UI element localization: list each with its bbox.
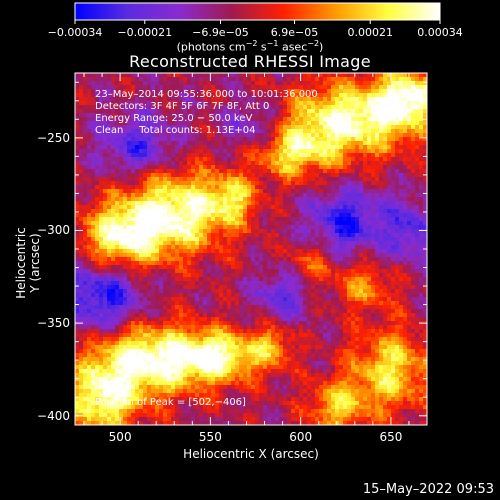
y-tick-label: −250 (37, 130, 70, 145)
timestamp: 15–May–2022 09:53 (362, 482, 494, 497)
colorbar-tick-label: 0.00021 (347, 26, 393, 39)
x-axis-label: Heliocentric X (arcsec) (183, 447, 319, 461)
y-axis-label: Heliocentric Y (arcsec) (14, 227, 42, 299)
x-tick-label: 550 (198, 430, 222, 444)
x-tick-label: 500 (108, 430, 132, 444)
x-tick-label: 650 (379, 430, 403, 444)
x-tick-label: 600 (289, 430, 313, 444)
colorbar-tick-label: 6.9e−05 (270, 26, 319, 39)
colorbar-tick-label: 0.00034 (417, 26, 463, 39)
colorbar-tick-label: −0.00034 (47, 26, 103, 39)
annotation-energy: Energy Range: 25.0 − 50.0 keV (95, 113, 253, 124)
colorbar (74, 2, 441, 24)
annotation-time: 23–May–2014 09:55:36.000 to 10:01:36.000 (95, 89, 318, 100)
y-tick-label: −400 (37, 408, 70, 423)
colorbar-tick-label: −6.9e−05 (192, 26, 249, 39)
y-tick-label: −300 (37, 223, 70, 238)
colorbar-tick-label: −0.00021 (117, 26, 173, 39)
annotation-detectors: Detectors: 3F 4F 5F 6F 7F 8F, Att 0 (95, 101, 270, 112)
colorbar-gradient (74, 2, 441, 21)
y-tick-label: −350 (37, 316, 70, 331)
chart-title: Reconstructed RHESSI Image (129, 52, 371, 71)
colorbar-units: (photons cm−2 s−1 asec−2) (176, 39, 324, 54)
annotation-peak: Position of Peak = [502,−406] (95, 397, 246, 408)
annotation-counts: Clean Total counts: 1.13E+04 (95, 125, 256, 136)
heatmap-image (75, 73, 427, 425)
